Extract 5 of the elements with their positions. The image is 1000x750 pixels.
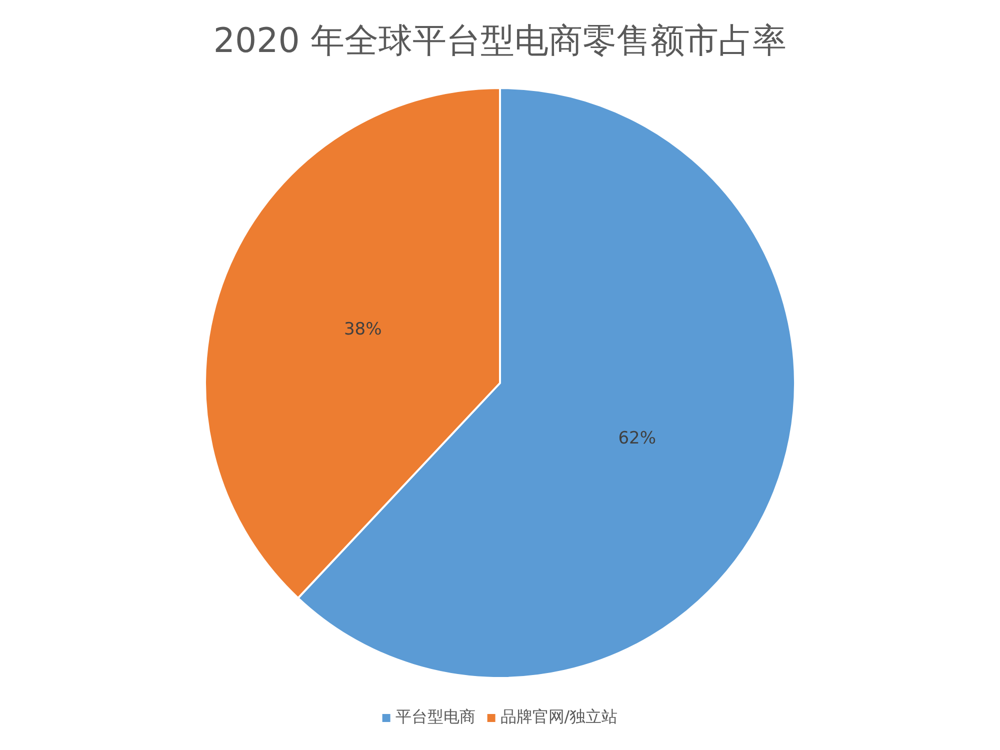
- legend-label: 品牌官网/独立站: [500, 707, 618, 726]
- legend-label: 平台型电商: [395, 707, 476, 726]
- data-label: 62%: [618, 428, 656, 448]
- chart-title: 2020 年全球平台型电商零售额市占率: [213, 21, 787, 61]
- data-label: 38%: [344, 320, 382, 340]
